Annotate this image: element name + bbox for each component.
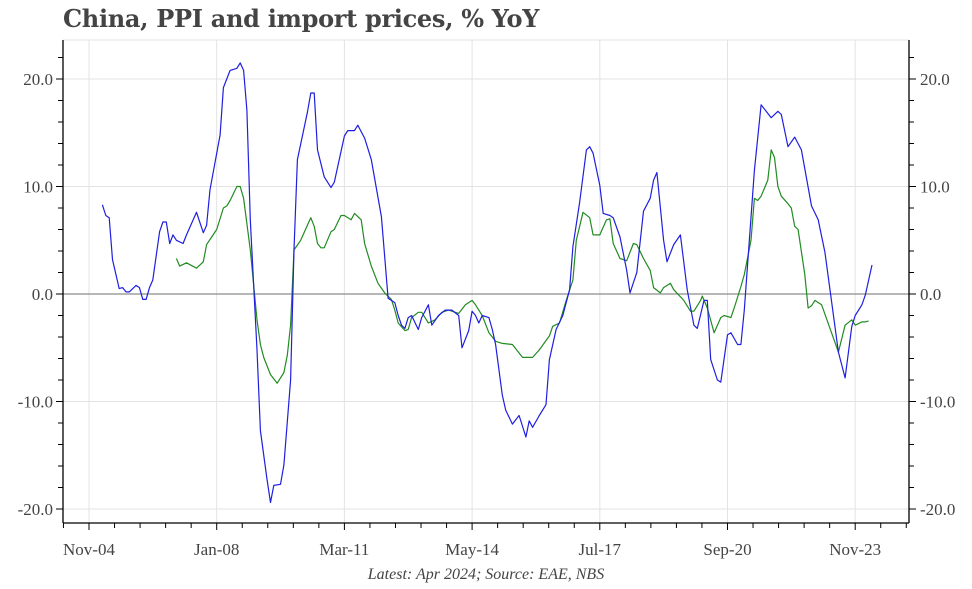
- y-tick-label: 0.0: [920, 285, 941, 304]
- gridlines: [63, 39, 909, 523]
- chart-title: China, PPI and import prices, % YoY: [63, 4, 540, 33]
- y-tick-label: 0.0: [32, 285, 53, 304]
- y-tick-label: 20.0: [23, 70, 53, 89]
- x-tick-label: Sep-20: [703, 540, 751, 559]
- y-tick-label: -20.0: [920, 500, 955, 519]
- x-tick-label: Mar-11: [319, 540, 369, 559]
- x-tick-label: Jul-17: [579, 540, 622, 559]
- axes: [62, 40, 910, 524]
- source-note: Latest: Apr 2024; Source: EAE, NBS: [367, 566, 605, 583]
- series-lines: [101, 62, 873, 504]
- x-tick-label: Nov-04: [63, 540, 115, 559]
- x-axis: Nov-04 Jan-08 Mar-11 May-14 Jul-17 Sep-20 Nov-…: [62, 523, 907, 559]
- ppi-line: [175, 149, 869, 384]
- y-tick-label: -10.0: [920, 393, 955, 412]
- import-prices-line: [101, 62, 873, 504]
- y-tick-label: 20.0: [920, 70, 950, 89]
- x-tick-label: Nov-23: [829, 540, 881, 559]
- y-tick-label: 10.0: [23, 178, 53, 197]
- x-tick-label: Jan-08: [194, 540, 239, 559]
- right-y-axis: -20.0 -10.0 0.0 10.0 20.0: [909, 57, 955, 519]
- left-y-axis: -20.0 -10.0 0.0 10.0 20.0: [18, 57, 63, 519]
- y-tick-label: 10.0: [920, 178, 950, 197]
- x-tick-label: May-14: [445, 540, 499, 559]
- y-tick-label: -10.0: [18, 393, 53, 412]
- y-tick-label: -20.0: [18, 500, 53, 519]
